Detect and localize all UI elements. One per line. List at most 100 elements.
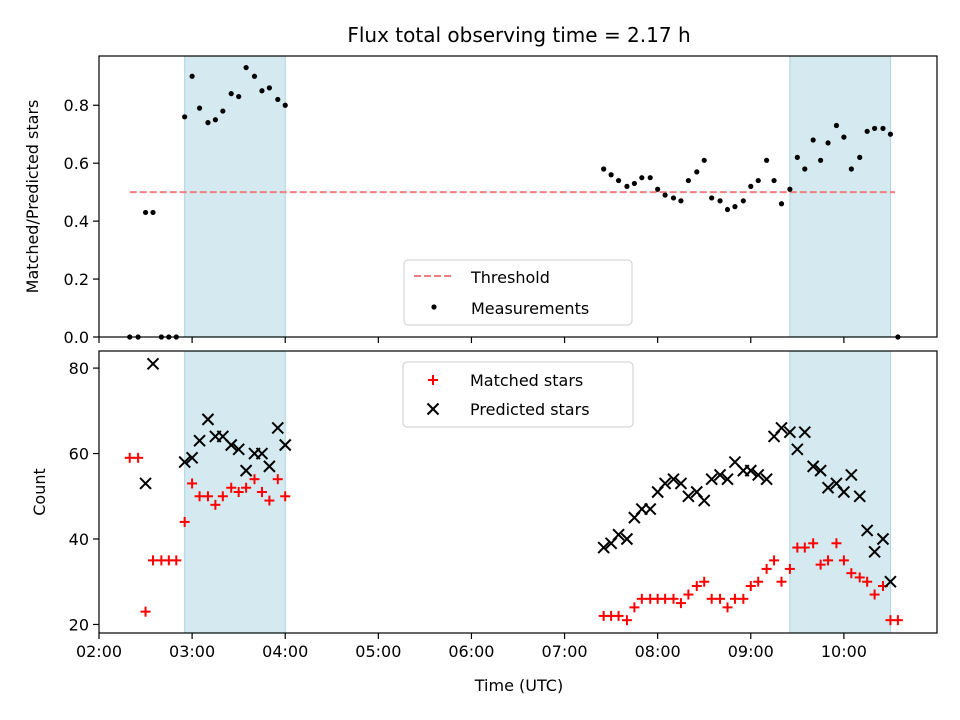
predicted-stars-point: [876, 532, 890, 546]
predicted-stars-point: [667, 472, 680, 486]
top-panel: 0.0 0.2 0.4 0.6 0.8 Matched/Predicted stars Th…: [23, 55, 938, 347]
predicted-stars-point: [860, 524, 874, 537]
measurements-point: [764, 157, 770, 163]
bottom-y-tick-label: 80: [69, 359, 89, 378]
x-tick-label: 06:00: [448, 642, 494, 661]
bottom-axes-frame: [98, 350, 938, 634]
matched-stars-point: [280, 491, 291, 502]
bottom-legend: Matched stars Predicted stars: [402, 361, 634, 428]
matched-stars-point: [691, 581, 702, 591]
predicted-stars-point: [713, 468, 727, 482]
measurements-point: [802, 166, 808, 172]
legend-measurements-swatch: [431, 304, 437, 310]
measurements-point: [833, 122, 840, 129]
top-shaded-region-1: [789, 55, 891, 338]
matched-stars-point: [706, 593, 717, 604]
predicted-stars-point: [255, 447, 269, 460]
matched-stars-point: [799, 542, 810, 553]
measurements-point: [794, 154, 800, 160]
measurements-point: [275, 96, 281, 103]
matched-stars-point: [179, 516, 190, 527]
measurements-point: [655, 186, 661, 192]
legend-predicted-swatch: [426, 402, 440, 416]
measurements-point: [787, 186, 793, 192]
top-y-axis-label: Matched/Predicted stars: [23, 100, 42, 294]
predicted-stars-point: [705, 472, 718, 486]
matched-stars-point: [668, 593, 679, 604]
matched-stars-point: [660, 593, 671, 604]
matched-stars-point: [683, 589, 694, 600]
predicted-stars-point: [271, 421, 284, 435]
measurements-point: [864, 128, 870, 134]
predicted-stars-point: [798, 425, 811, 439]
x-tick-label: 03:00: [169, 642, 215, 661]
measurements-point: [740, 198, 746, 204]
predicted-stars-point: [225, 438, 238, 452]
matched-stars-point: [745, 581, 756, 591]
measurements-point: [685, 177, 691, 184]
measurements-point: [608, 172, 614, 178]
top-shaded-region-0: [184, 55, 286, 338]
predicted-stars-point: [146, 357, 160, 371]
predicted-stars-point: [674, 477, 688, 490]
measurements-point: [150, 209, 156, 216]
measurements-point: [778, 201, 785, 207]
matched-stars-point: [272, 474, 283, 485]
x-axis-label: Time (UTC): [474, 676, 563, 695]
legend-box: [403, 259, 633, 326]
matched-stars-point: [838, 555, 849, 566]
matched-stars-point: [854, 572, 865, 583]
measurements-point: [615, 177, 622, 184]
matched-stars-point: [769, 555, 780, 566]
matched-stars-point: [124, 452, 135, 463]
bottom-panel: 20 40 60 80 02:00 03:00 04:00 05:00 06:00 07:00 08…: [30, 350, 938, 695]
measurements-point: [647, 175, 653, 181]
matched-stars-point: [831, 538, 842, 549]
measurements-point: [259, 88, 265, 94]
predicted-stars-point: [853, 490, 866, 503]
measurements-point: [624, 183, 630, 189]
measurements-point: [212, 117, 218, 123]
matched-stars-point: [722, 602, 733, 613]
matched-stars-point: [761, 563, 772, 574]
bottom-y-tick-label: 40: [69, 530, 89, 549]
matched-stars-point: [776, 576, 787, 587]
matched-stars-point: [675, 598, 686, 609]
top-y-tick-label: 0.8: [64, 96, 89, 115]
measurements-point: [220, 108, 226, 114]
matched-stars-point: [823, 555, 834, 566]
predicted-stars-point: [620, 532, 634, 546]
legend-threshold-label: Threshold: [470, 268, 550, 287]
measurements-point: [887, 131, 894, 137]
measurements-point: [701, 157, 707, 163]
measurements-point: [189, 73, 195, 79]
x-tick-label: 07:00: [542, 642, 588, 661]
bottom-y-axis-label: Count: [30, 468, 49, 516]
predicted-stars-point: [845, 468, 858, 482]
measurements-point: [631, 180, 637, 187]
measurements-point: [236, 93, 242, 100]
predicted-stars-point: [279, 438, 292, 452]
x-tick-label: 05:00: [355, 642, 401, 661]
measurements-point: [196, 105, 203, 111]
matched-stars-point: [140, 606, 151, 617]
matched-stars-point: [171, 555, 182, 566]
matched-stars-point: [613, 610, 624, 621]
measurements-point: [709, 195, 715, 201]
measurements-point: [282, 102, 288, 108]
measurements-point: [755, 177, 761, 184]
matched-stars-point: [133, 452, 144, 463]
measurements-point: [142, 209, 149, 216]
matched-stars-point: [194, 491, 205, 502]
matched-stars-point: [217, 491, 228, 502]
matched-stars-point: [233, 487, 244, 497]
chart-title: Flux total observing time = 2.17 h: [347, 23, 690, 47]
predicted-stars-point: [821, 481, 835, 494]
predicted-stars-point: [760, 472, 773, 486]
measurements-point: [601, 166, 607, 172]
measurements-point: [182, 114, 188, 120]
legend-matched-label: Matched stars: [470, 371, 583, 390]
measurements-point: [748, 183, 754, 189]
matched-stars-point: [738, 593, 749, 604]
measurements-point: [732, 204, 738, 210]
